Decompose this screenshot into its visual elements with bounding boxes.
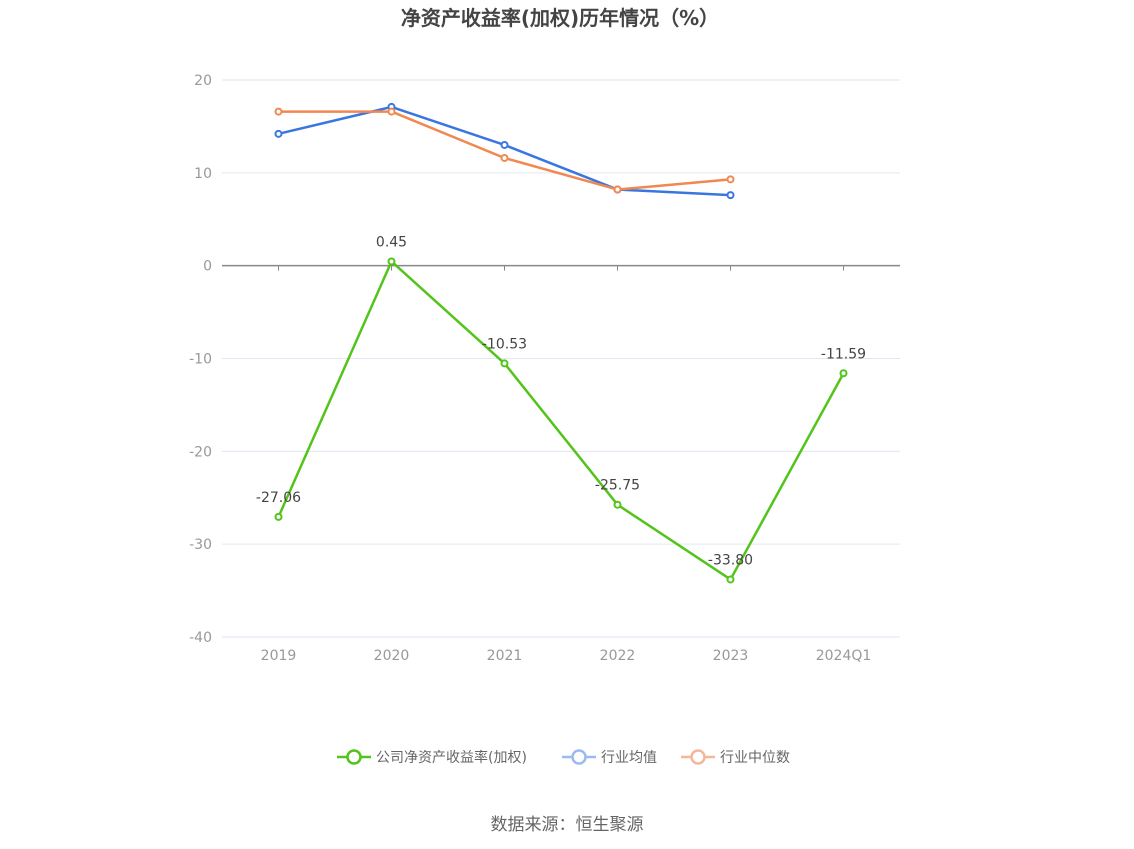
series: -27.06 0.45 -10.53 -25.75 -33.80 -11.59 xyxy=(256,102,866,584)
data-label: 0.45 xyxy=(376,234,407,250)
data-point xyxy=(500,359,509,368)
y-tick-label: -10 xyxy=(189,352,212,368)
data-point xyxy=(500,153,509,162)
y-tick-label: -20 xyxy=(189,444,212,460)
y-tick-label: 10 xyxy=(194,166,212,182)
legend-item-0[interactable]: 公司净资产收益率(加权) xyxy=(337,749,527,766)
series-line xyxy=(277,260,845,581)
series-1 xyxy=(274,102,735,200)
series-line xyxy=(278,105,731,197)
legend-label: 行业中位数 xyxy=(720,750,790,766)
data-point xyxy=(726,575,735,584)
y-tick-label: 0 xyxy=(203,259,212,275)
data-label: -33.80 xyxy=(708,552,753,568)
legend[interactable]: 公司净资产收益率(加权) 行业均值 行业中位数 xyxy=(337,749,790,766)
x-tick-label: 2020 xyxy=(374,648,410,664)
legend-marker-icon xyxy=(346,749,362,765)
data-point xyxy=(500,140,509,149)
data-point xyxy=(839,369,848,378)
data-point xyxy=(726,175,735,184)
x-tick-label: 2024Q1 xyxy=(816,648,872,664)
series-0: -27.06 0.45 -10.53 -25.75 -33.80 -11.59 xyxy=(256,234,866,584)
data-label: -10.53 xyxy=(482,336,527,352)
data-point xyxy=(726,191,735,200)
data-label: -25.75 xyxy=(595,478,640,494)
data-point xyxy=(274,512,283,521)
y-axis: 20 10 0 -10 -20 -30 -40 xyxy=(189,73,212,646)
grid xyxy=(222,79,900,638)
legend-label: 公司净资产收益率(加权) xyxy=(376,749,527,766)
data-point xyxy=(274,107,283,116)
legend-item-2[interactable]: 行业中位数 xyxy=(681,749,790,766)
x-tick-label: 2023 xyxy=(713,648,749,664)
legend-marker-icon xyxy=(690,749,706,765)
data-point xyxy=(613,500,622,509)
data-point xyxy=(613,185,622,194)
data-label: -27.06 xyxy=(256,490,301,506)
chart-title: 净资产收益率(加权)历年情况（%） xyxy=(401,6,719,30)
legend-label: 行业均值 xyxy=(601,750,657,766)
y-tick-label: 20 xyxy=(194,73,212,89)
series-2 xyxy=(274,107,735,194)
legend-item-1[interactable]: 行业均值 xyxy=(562,749,657,766)
data-label: -11.59 xyxy=(821,346,866,362)
data-point xyxy=(274,129,283,138)
series-line xyxy=(278,110,731,191)
x-axis: 2019 2020 2021 2022 2023 2024Q1 xyxy=(222,264,900,664)
x-tick-label: 2021 xyxy=(487,648,523,664)
data-point xyxy=(387,257,396,266)
data-point xyxy=(387,107,396,116)
legend-marker-icon xyxy=(571,749,587,765)
x-tick-label: 2022 xyxy=(600,648,636,664)
y-tick-label: -30 xyxy=(189,537,212,553)
y-tick-label: -40 xyxy=(189,630,212,646)
source-note: 数据来源：恒生聚源 xyxy=(491,815,644,835)
x-tick-label: 2019 xyxy=(261,648,297,664)
